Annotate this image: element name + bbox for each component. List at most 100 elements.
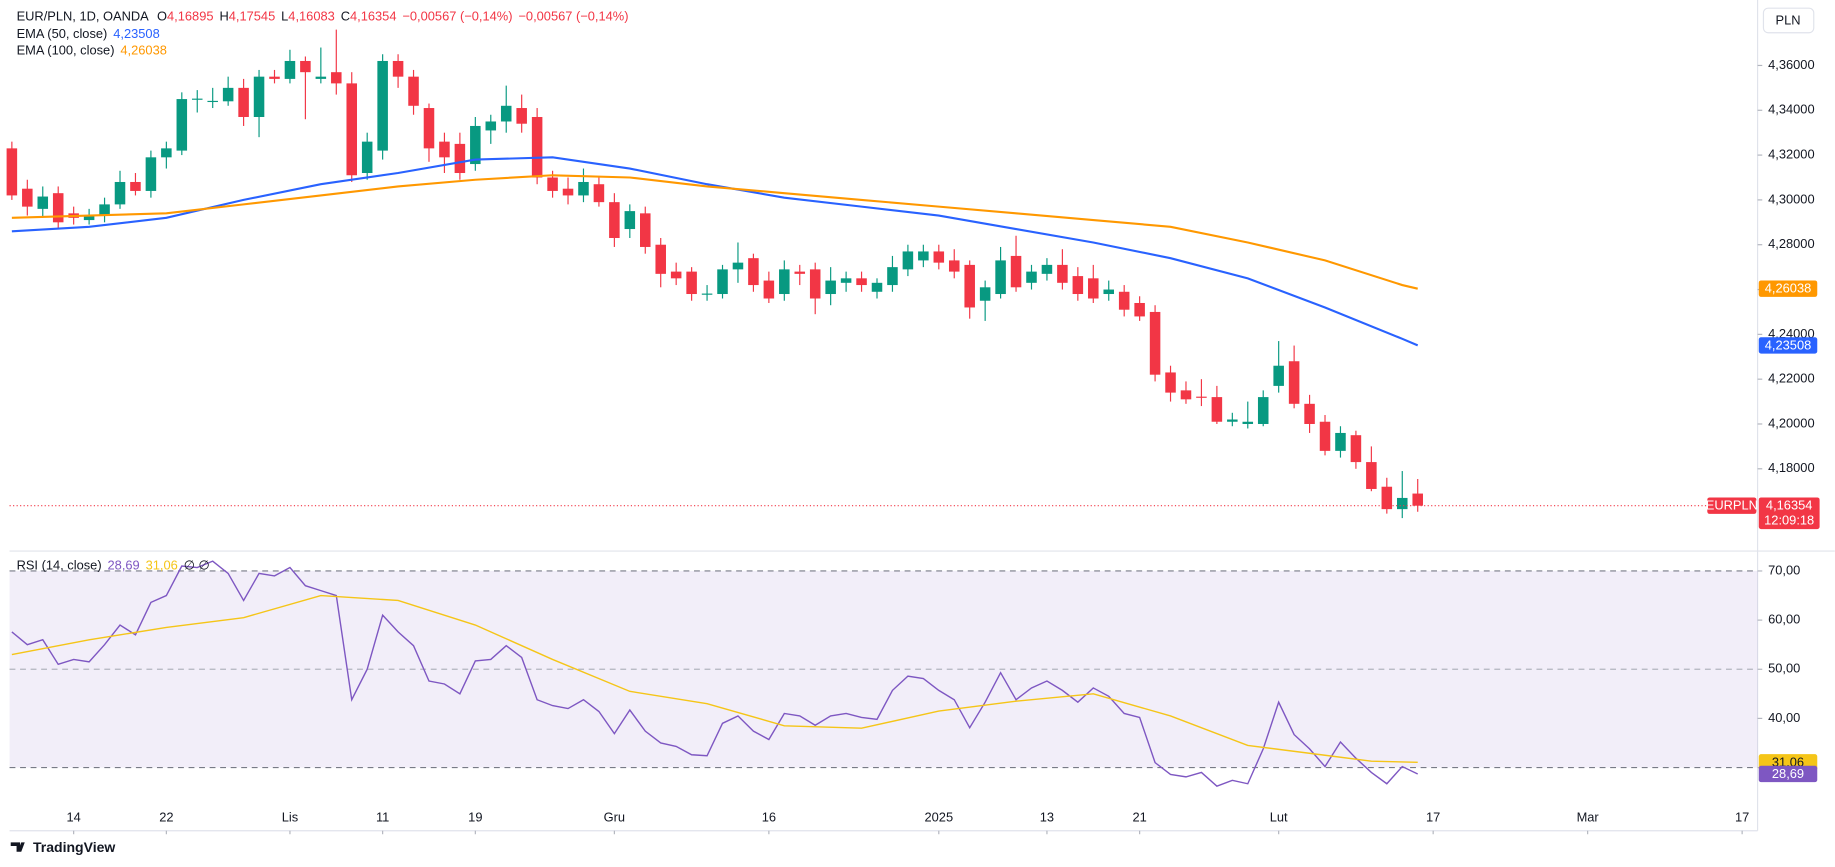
y-tick-label: 70,00 [1768,562,1800,577]
candle-body [655,244,666,274]
candle-body [408,76,419,106]
y-tick-label: 4,32000 [1768,146,1814,161]
candle-body [207,100,218,103]
candle-body [779,269,790,295]
x-tick-label: 17 [1735,809,1749,824]
candle-body [516,108,527,124]
rsi-badge-bg [1758,765,1818,783]
candle-body [1072,276,1084,295]
symbol: EUR/PLN, 1D, OANDA [17,9,150,24]
candle-body [547,177,558,191]
candle-body [284,60,296,79]
candle-body [1304,403,1315,424]
price-legend: EUR/PLN, 1D, OANDA O4,16895 H4,17545 L4,… [17,9,629,24]
y-tick-label: 4,28000 [1768,236,1814,251]
y-tick-label: 4,34000 [1768,102,1814,117]
ema-badge: 4,23508 [1765,337,1811,352]
candle-body [1381,486,1393,510]
rsi-extra: ∅ [184,558,195,573]
legend-value: 4,17545 [229,9,275,24]
candle-body [99,204,110,216]
candle-body [918,251,929,261]
rsi-line [11,560,1419,788]
candle-body [609,202,620,238]
legend-key: O [157,9,167,24]
candle-body [423,108,435,149]
legend-key: H [219,9,228,24]
candle-body [825,280,836,295]
candle-body [1242,421,1254,424]
ema-legend: EMA (100, close) 4,26038 [17,43,167,58]
y-tick-label: 4,18000 [1768,460,1814,475]
x-tick-label: 19 [468,809,482,824]
legend-value: 4,16895 [167,9,213,24]
ema-line [11,156,1419,347]
candle-body [1273,365,1284,386]
candle-body [686,271,697,295]
candle-body [748,258,759,286]
candle-body [454,143,466,174]
x-tick-label: Gru [604,809,625,824]
candle-body [300,60,311,73]
candle-body [37,196,49,209]
last-price-bg [1758,497,1820,530]
candle-body [361,141,373,174]
ema-name: EMA (50, close) [17,27,108,42]
rsi-ma-line [11,594,1418,764]
candle-body [485,121,497,131]
legend-value: 4,16083 [288,9,334,24]
candle-body [161,148,172,158]
candle-body [717,269,728,295]
y-tick-label: 4,20000 [1768,415,1814,430]
rsi-extra: ∅ [199,558,210,573]
ema-line [11,174,1418,290]
candle-body [871,282,883,292]
x-tick-label: 13 [1040,809,1054,824]
ema-name: EMA (100, close) [17,43,115,58]
candle-body [1211,397,1223,422]
last-symbol: EURPLN [1706,498,1758,513]
candle-body [1103,289,1115,295]
candle-body [145,157,157,191]
currency[interactable]: PLN [1776,12,1801,27]
candle-body [6,148,18,196]
ema-badge-bg [1758,337,1818,354]
ema-value: 4,23508 [113,27,159,42]
candle-body [331,72,342,84]
ema-badge: 4,26038 [1765,281,1811,296]
countdown: 12:09:18 [1764,512,1814,527]
candle-body [887,267,898,286]
candle-body [948,260,960,272]
x-tick-label: 11 [376,809,389,824]
candle-body [253,76,265,117]
candle-body [1134,302,1145,317]
candle-body [176,99,188,151]
x-tick-label: 2025 [924,809,953,824]
currency-button[interactable] [1762,7,1815,34]
candle-body [1288,361,1300,404]
candle-body [1319,421,1331,451]
candle-body [578,181,589,196]
candle-body [1180,390,1192,400]
candle-body [794,271,806,274]
change: −0,00567 (−0,14%) [402,9,512,24]
candle-body [809,269,821,299]
candle-body [1149,311,1161,375]
ema-badge-bg [1758,280,1818,297]
candle-body [1366,462,1377,489]
candle-body [1257,397,1269,424]
candle-body [130,181,141,191]
candle-body [1088,278,1099,299]
candle-body [500,105,512,122]
candle-body [1057,264,1068,283]
candle-body [1165,372,1176,393]
x-tick-label: 14 [67,809,81,824]
logo-mark [10,842,25,852]
rsi-badge: 28,69 [1772,766,1804,781]
rsi-name: RSI (14, close) [17,558,102,573]
ema-value: 4,26038 [120,43,166,58]
candle-body [1118,291,1130,310]
candle-body [315,76,327,79]
